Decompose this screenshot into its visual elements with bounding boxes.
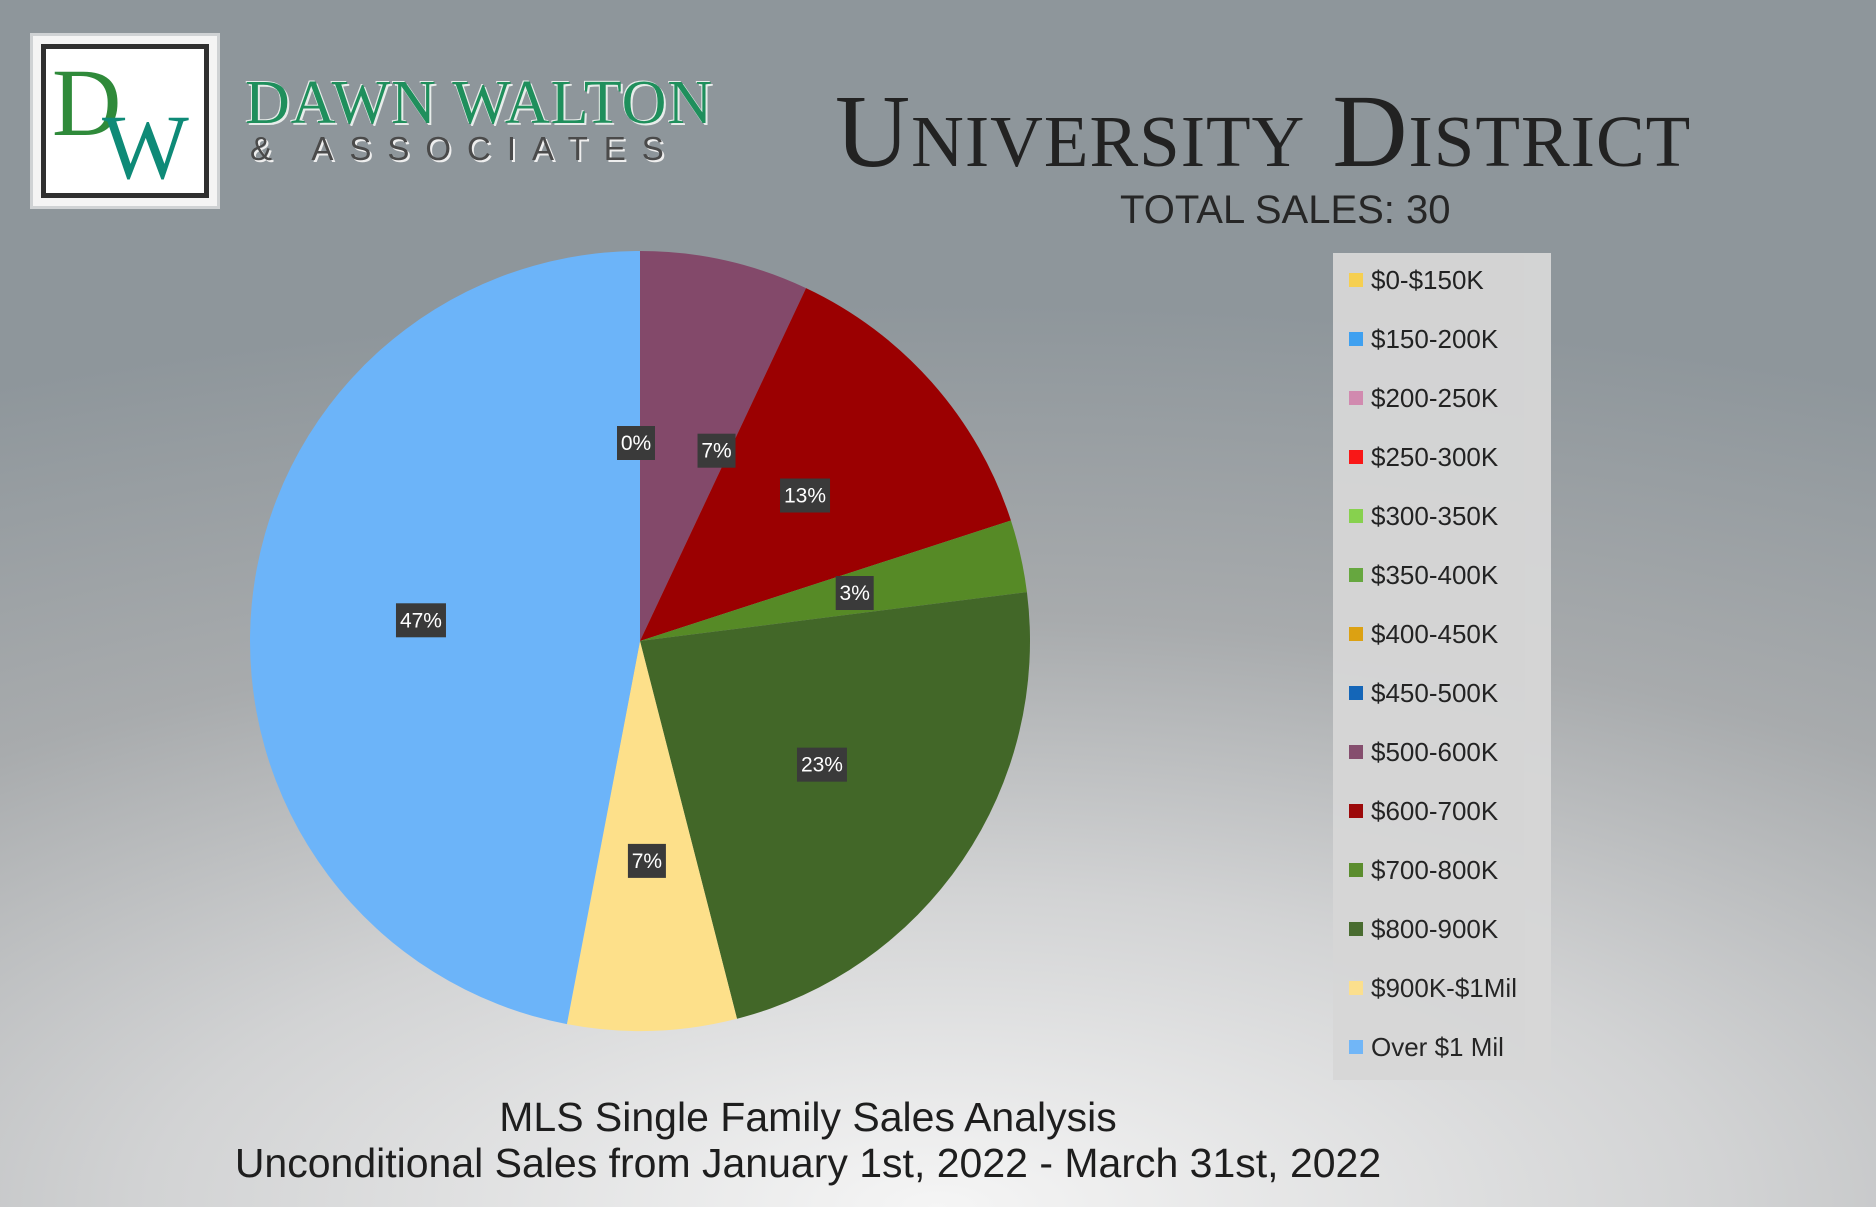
legend-label: $450-500K <box>1371 677 1499 708</box>
legend-label: $150-200K <box>1371 323 1499 354</box>
legend-label: $800-900K <box>1371 913 1499 944</box>
legend-item-11: $800-900K <box>1349 914 1498 944</box>
legend-swatch <box>1349 509 1363 523</box>
legend-swatch <box>1349 981 1363 995</box>
chart-title: University District <box>835 74 1692 189</box>
chart-subtitle: TOTAL SALES: 30 <box>1120 188 1451 232</box>
legend: $0-$150K $150-200K $200-250K $250-300K $300-… <box>1333 253 1551 1080</box>
legend-item-12: $900K-$1Mil <box>1349 973 1517 1003</box>
legend-swatch <box>1349 627 1363 641</box>
data-label-8: 7% <box>697 433 736 468</box>
svg-text:7%: 7% <box>701 440 731 463</box>
legend-swatch <box>1349 863 1363 877</box>
data-label-9: 13% <box>780 478 831 513</box>
legend-label: $500-600K <box>1371 736 1499 767</box>
legend-swatch <box>1349 332 1363 346</box>
footer-date-range: Unconditional Sales from January 1st, 20… <box>234 1140 1382 1186</box>
svg-text:23%: 23% <box>801 754 843 777</box>
legend-item-13: Over $1 Mil <box>1349 1032 1504 1062</box>
pie-slice-10 <box>640 520 1027 641</box>
logo-monogram-frame: D W <box>41 44 209 198</box>
svg-text:47%: 47% <box>400 609 442 632</box>
legend-label: Over $1 Mil <box>1371 1031 1504 1062</box>
legend-label: $900K-$1Mil <box>1371 972 1517 1003</box>
legend-swatch <box>1349 745 1363 759</box>
brand-name: DAWN WALTON <box>245 69 714 137</box>
pie-slice-9 <box>640 288 1011 641</box>
legend-item-2: $200-250K <box>1349 383 1498 413</box>
legend-swatch <box>1349 686 1363 700</box>
data-label-10: 3% <box>835 576 874 611</box>
legend-item-3: $250-300K <box>1349 442 1498 472</box>
data-label-11: 23% <box>796 747 847 782</box>
legend-item-6: $400-450K <box>1349 619 1498 649</box>
legend-label: $0-$150K <box>1371 264 1484 295</box>
svg-text:0%: 0% <box>621 432 651 455</box>
logo: D W <box>30 33 220 209</box>
data-label-0: 0% <box>617 426 655 460</box>
legend-item-9: $600-700K <box>1349 796 1498 826</box>
legend-label: $350-400K <box>1371 559 1499 590</box>
legend-swatch <box>1349 1040 1363 1054</box>
legend-item-7: $450-500K <box>1349 678 1498 708</box>
data-label-12: 7% <box>627 843 666 878</box>
pie-slice-11 <box>640 592 1030 1019</box>
legend-label: $200-250K <box>1371 382 1499 413</box>
svg-text:7%: 7% <box>632 850 662 873</box>
pie-slice-12 <box>566 641 737 1032</box>
logo-letter-w: W <box>102 96 189 198</box>
svg-text:3%: 3% <box>840 582 870 605</box>
legend-item-8: $500-600K <box>1349 737 1498 767</box>
legend-item-5: $350-400K <box>1349 560 1498 590</box>
legend-label: $700-800K <box>1371 854 1499 885</box>
footer-title: MLS Single Family Sales Analysis <box>499 1094 1117 1140</box>
legend-label: $600-700K <box>1371 795 1499 826</box>
legend-swatch <box>1349 922 1363 936</box>
legend-swatch <box>1349 450 1363 464</box>
legend-item-1: $150-200K <box>1349 324 1498 354</box>
pie-data-labels: 0% 7% 13% 3% 23% 7% 47% <box>395 426 874 878</box>
legend-swatch <box>1349 804 1363 818</box>
legend-item-10: $700-800K <box>1349 855 1498 885</box>
legend-swatch <box>1349 391 1363 405</box>
legend-label: $400-450K <box>1371 618 1499 649</box>
legend-swatch <box>1349 273 1363 287</box>
data-label-13: 47% <box>395 603 446 638</box>
pie-slice-13 <box>249 251 640 1025</box>
legend-swatch <box>1349 568 1363 582</box>
pie-slices <box>249 251 1030 1032</box>
legend-label: $300-350K <box>1371 500 1499 531</box>
legend-item-4: $300-350K <box>1349 501 1498 531</box>
brand-subtitle: & ASSOCIATES <box>250 130 680 167</box>
legend-label: $250-300K <box>1371 441 1499 472</box>
legend-item-0: $0-$150K <box>1349 265 1484 295</box>
logo-letter-d: D <box>52 49 122 156</box>
svg-text:13%: 13% <box>784 485 826 508</box>
